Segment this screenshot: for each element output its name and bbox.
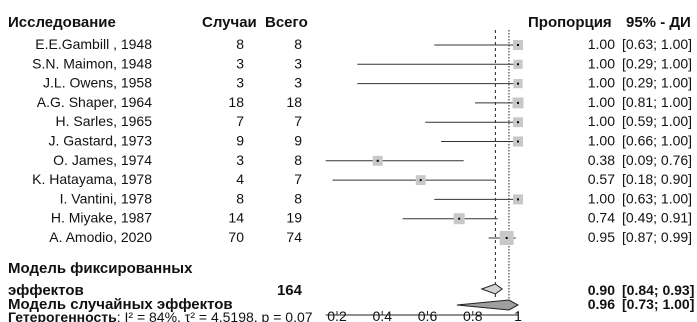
study-point-estimate bbox=[517, 101, 519, 104]
study-proportion: 0.74 bbox=[588, 210, 615, 226]
study-events: 3 bbox=[236, 152, 244, 168]
x-tick-label: 0.8 bbox=[463, 308, 483, 322]
study-proportion: 1.00 bbox=[588, 190, 615, 206]
study-events: 4 bbox=[236, 171, 244, 187]
study-events: 8 bbox=[236, 36, 244, 52]
study-author: J.L. Owens, 1958 bbox=[43, 75, 152, 91]
study-author: J. Gastard, 1973 bbox=[48, 133, 152, 149]
x-tick-label: 1 bbox=[514, 308, 522, 322]
study-proportion: 1.00 bbox=[588, 113, 615, 129]
study-events: 70 bbox=[228, 229, 244, 245]
study-author: H. Miyake, 1987 bbox=[51, 210, 152, 226]
study-rows: E.E.Gambill , 1948 8 8 1.00 [0.63; 1.00] S.N.… bbox=[32, 36, 692, 245]
study-total: 7 bbox=[294, 171, 302, 187]
study-author: K. Hatayama, 1978 bbox=[32, 171, 152, 187]
study-point-estimate bbox=[517, 44, 519, 46]
header-proportion: Пропорция bbox=[528, 14, 612, 31]
heterogeneity-text: Гетерогенность: I² = 84%, τ² = 4.5198, p… bbox=[8, 309, 313, 322]
fixed-effect-diamond bbox=[480, 283, 504, 295]
study-events: 14 bbox=[228, 210, 244, 226]
study-point-estimate bbox=[458, 217, 461, 220]
study-events: 3 bbox=[236, 75, 244, 91]
study-ci: [0.59; 1.00] bbox=[622, 113, 692, 129]
study-total: 9 bbox=[294, 133, 302, 149]
study-proportion: 1.00 bbox=[588, 75, 615, 91]
study-ci: [0.63; 1.00] bbox=[622, 36, 692, 52]
plot-area: 0.2 0.4 0.6 0.8 1 bbox=[325, 30, 524, 322]
study-point-estimate bbox=[419, 179, 422, 182]
study-proportion: 1.00 bbox=[588, 36, 615, 52]
study-point-estimate bbox=[505, 237, 508, 239]
study-ci: [0.09; 0.76] bbox=[622, 152, 692, 168]
study-proportion: 0.95 bbox=[588, 229, 615, 245]
study-author: O. James, 1974 bbox=[53, 152, 152, 168]
fixed-ci: [0.84; 0.93] bbox=[622, 282, 694, 298]
x-tick-label: 0.2 bbox=[327, 308, 347, 322]
study-total: 3 bbox=[294, 75, 302, 91]
fixed-label-line2: эффектов bbox=[8, 282, 84, 299]
study-marks bbox=[325, 40, 524, 245]
study-proportion: 1.00 bbox=[588, 133, 615, 149]
study-author: A. Amodio, 2020 bbox=[49, 229, 152, 245]
study-point-estimate bbox=[517, 63, 519, 66]
study-proportion: 0.57 bbox=[588, 171, 615, 187]
header-events: Случаи bbox=[202, 14, 257, 31]
study-author: E.E.Gambill , 1948 bbox=[35, 36, 152, 52]
study-proportion: 1.00 bbox=[588, 55, 615, 71]
study-author: I. Vantini, 1978 bbox=[60, 190, 153, 206]
study-events: 3 bbox=[236, 55, 244, 71]
study-author: A.G. Shaper, 1964 bbox=[37, 94, 152, 110]
study-total: 8 bbox=[294, 36, 302, 52]
study-ci: [0.87; 0.99] bbox=[622, 229, 692, 245]
study-total: 8 bbox=[294, 152, 302, 168]
study-total: 8 bbox=[294, 190, 302, 206]
random-proportion: 0.96 bbox=[588, 296, 615, 312]
study-author: S.N. Maimon, 1948 bbox=[32, 55, 152, 71]
study-ci: [0.63; 1.00] bbox=[622, 190, 692, 206]
study-proportion: 0.38 bbox=[588, 152, 615, 168]
study-ci: [0.18; 0.90] bbox=[622, 171, 692, 187]
study-proportion: 1.00 bbox=[588, 94, 615, 110]
fixed-label-line1: Модель фиксированных bbox=[8, 260, 193, 277]
study-events: 8 bbox=[236, 190, 244, 206]
study-ci: [0.29; 1.00] bbox=[622, 75, 692, 91]
fixed-proportion: 0.90 bbox=[588, 282, 615, 298]
study-ci: [0.66; 1.00] bbox=[622, 133, 692, 149]
header-study: Исследование bbox=[8, 14, 116, 31]
x-axis: 0.2 0.4 0.6 0.8 1 bbox=[325, 308, 522, 322]
study-ci: [0.81; 1.00] bbox=[622, 94, 692, 110]
study-point-estimate bbox=[517, 198, 519, 201]
study-author: H. Sarles, 1965 bbox=[56, 113, 153, 129]
header-ci: 95% - ДИ bbox=[626, 14, 691, 31]
study-total: 19 bbox=[286, 210, 302, 226]
study-total: 18 bbox=[286, 94, 302, 110]
study-events: 9 bbox=[236, 133, 244, 149]
study-point-estimate bbox=[517, 121, 519, 124]
study-ci: [0.29; 1.00] bbox=[622, 55, 692, 71]
study-events: 7 bbox=[236, 113, 244, 129]
random-ci: [0.73; 1.00] bbox=[622, 296, 694, 312]
study-total: 3 bbox=[294, 55, 302, 71]
random-effect-diamond bbox=[456, 299, 520, 311]
study-total: 7 bbox=[294, 113, 302, 129]
fixed-total: 164 bbox=[277, 282, 303, 299]
header-total: Всего bbox=[265, 14, 308, 31]
study-point-estimate bbox=[517, 140, 519, 143]
x-tick-label: 0.6 bbox=[418, 308, 438, 322]
random-label: Модель случайных эффектов bbox=[8, 296, 233, 313]
study-point-estimate bbox=[517, 82, 519, 85]
study-total: 74 bbox=[286, 229, 302, 245]
study-point-estimate bbox=[376, 159, 379, 162]
x-tick-label: 0.4 bbox=[373, 308, 393, 322]
study-events: 18 bbox=[228, 94, 244, 110]
study-ci: [0.49; 0.91] bbox=[622, 210, 692, 226]
